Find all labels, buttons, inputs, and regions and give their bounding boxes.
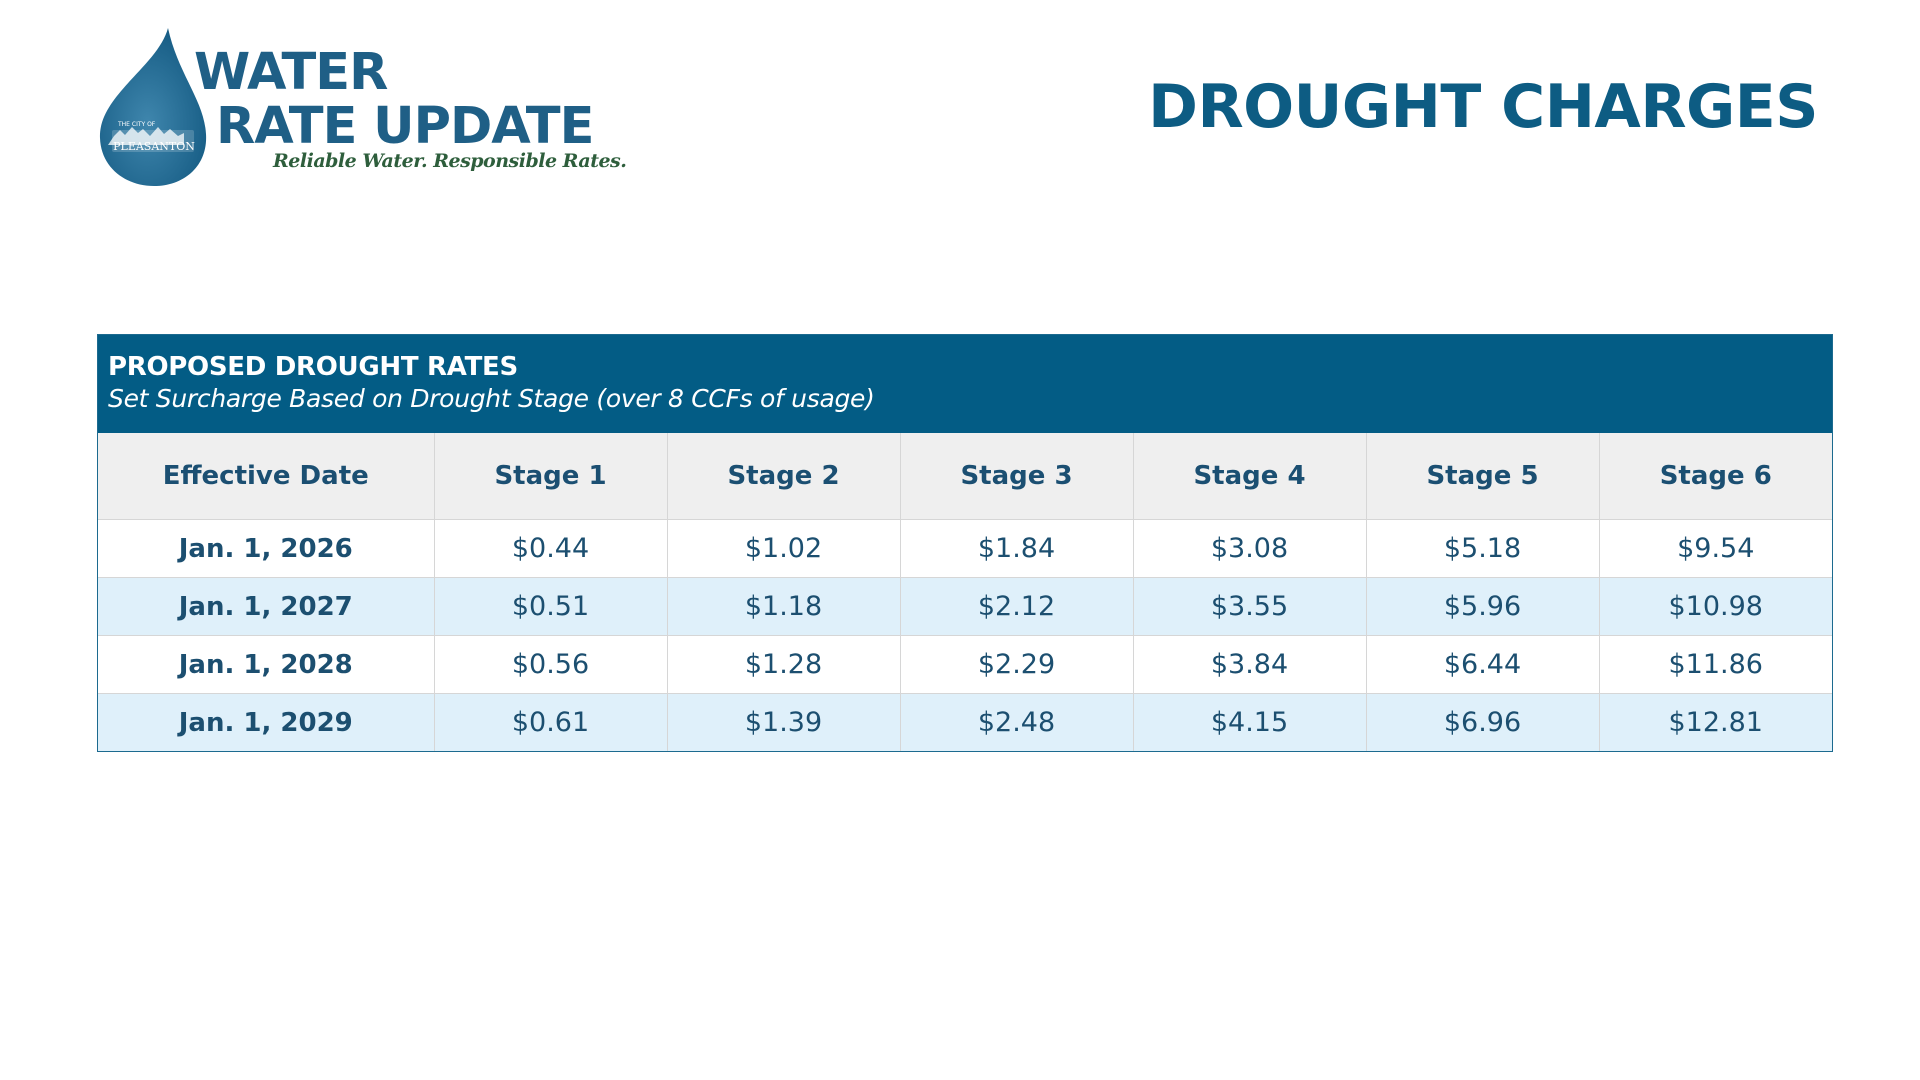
rate-cell: $3.84: [1133, 635, 1367, 694]
column-header-stage-5: Stage 5: [1366, 433, 1600, 520]
row-date-cell: Jan. 1, 2026: [98, 519, 435, 578]
water-drop-icon: THE CITY OF PLEASANTON: [99, 28, 207, 186]
table-row: Jan. 1, 2028 $0.56 $1.28 $2.29 $3.84 $6.…: [98, 635, 1832, 694]
rate-cell: $1.28: [667, 635, 901, 694]
rate-cell: $2.48: [900, 693, 1134, 751]
column-header-stage-3: Stage 3: [900, 433, 1134, 520]
column-header-stage-6: Stage 6: [1599, 433, 1832, 520]
logo-text-water: WATER: [194, 43, 388, 102]
water-rate-update-logo: THE CITY OF PLEASANTON WATER RATE UPDATE…: [98, 26, 627, 194]
rate-cell: $3.08: [1133, 519, 1367, 578]
rate-cell: $12.81: [1599, 693, 1832, 751]
column-header-row: Effective Date Stage 1 Stage 2 Stage 3 S…: [98, 433, 1832, 520]
row-date-cell: Jan. 1, 2028: [98, 635, 435, 694]
table-row: Jan. 1, 2026 $0.44 $1.02 $1.84 $3.08 $5.…: [98, 519, 1832, 578]
row-date-cell: Jan. 1, 2027: [98, 577, 435, 636]
rate-cell: $1.18: [667, 577, 901, 636]
column-header-stage-1: Stage 1: [434, 433, 668, 520]
column-header-effective-date: Effective Date: [98, 433, 435, 520]
rate-cell: $6.44: [1366, 635, 1600, 694]
logo-tagline: Reliable Water. Responsible Rates.: [273, 150, 627, 172]
drought-rates-table: PROPOSED DROUGHT RATES Set Surcharge Bas…: [97, 334, 1833, 752]
rate-cell: $0.56: [434, 635, 668, 694]
rate-cell: $6.96: [1366, 693, 1600, 751]
city-small-label: THE CITY OF: [117, 121, 156, 128]
rates-grid: Effective Date Stage 1 Stage 2 Stage 3 S…: [98, 433, 1832, 751]
rate-cell: $2.12: [900, 577, 1134, 636]
rate-cell: $0.61: [434, 693, 668, 751]
column-header-stage-4: Stage 4: [1133, 433, 1367, 520]
city-name-label: PLEASANTON: [113, 140, 195, 153]
table-row: Jan. 1, 2027 $0.51 $1.18 $2.12 $3.55 $5.…: [98, 577, 1832, 636]
rate-cell: $10.98: [1599, 577, 1832, 636]
rate-cell: $11.86: [1599, 635, 1832, 694]
table-subtitle: Set Surcharge Based on Drought Stage (ov…: [108, 384, 875, 413]
rate-cell: $2.29: [900, 635, 1134, 694]
rate-cell: $9.54: [1599, 519, 1832, 578]
rate-cell: $5.96: [1366, 577, 1600, 636]
rate-cell: $5.18: [1366, 519, 1600, 578]
rate-cell: $4.15: [1133, 693, 1367, 751]
table-header-banner: PROPOSED DROUGHT RATES Set Surcharge Bas…: [98, 335, 1832, 433]
table-row: Jan. 1, 2029 $0.61 $1.39 $2.48 $4.15 $6.…: [98, 693, 1832, 751]
column-header-stage-2: Stage 2: [667, 433, 901, 520]
page-title: DROUGHT CHARGES: [1148, 72, 1818, 142]
rate-cell: $0.44: [434, 519, 668, 578]
rate-cell: $1.02: [667, 519, 901, 578]
rate-cell: $0.51: [434, 577, 668, 636]
table-title: PROPOSED DROUGHT RATES: [108, 352, 518, 382]
rate-cell: $1.84: [900, 519, 1134, 578]
logo-text-rate-update: RATE UPDATE: [216, 97, 594, 156]
rate-cell: $3.55: [1133, 577, 1367, 636]
row-date-cell: Jan. 1, 2029: [98, 693, 435, 751]
rate-cell: $1.39: [667, 693, 901, 751]
